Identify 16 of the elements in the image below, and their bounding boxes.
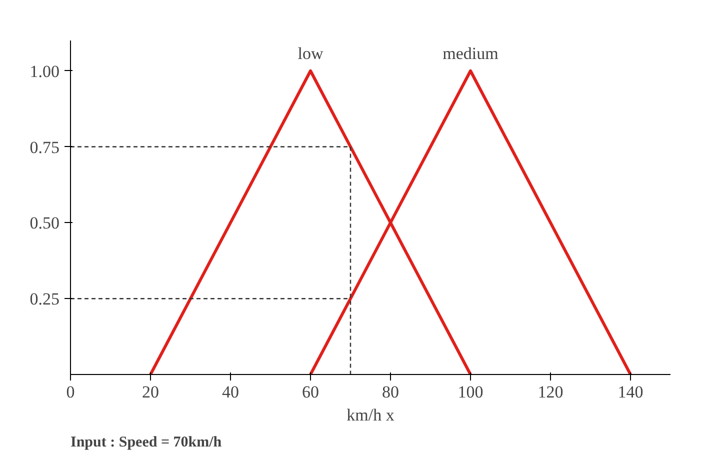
x-tick-label: 120 xyxy=(538,382,564,402)
text: Input : Speed = 70km/h xyxy=(70,434,222,450)
y-tick-label: 0.50 xyxy=(30,214,60,233)
x-tick-label: 80 xyxy=(382,382,399,402)
y-tick-label: 0.75 xyxy=(30,138,60,157)
x-tick-label: 100 xyxy=(458,382,484,402)
x-tick-label: 20 xyxy=(142,382,159,402)
series-label: low xyxy=(298,44,324,63)
y-tick-label: 1.00 xyxy=(30,62,60,81)
y-tick-label: 0.25 xyxy=(30,290,60,309)
series-label: medium xyxy=(442,44,498,63)
x-axis-title: km/h x xyxy=(346,406,395,424)
x-tick-label: 40 xyxy=(222,382,239,402)
x-tick-label: 0 xyxy=(66,382,75,402)
x-tick-label: 140 xyxy=(618,382,644,402)
x-tick-label: 60 xyxy=(302,382,319,402)
